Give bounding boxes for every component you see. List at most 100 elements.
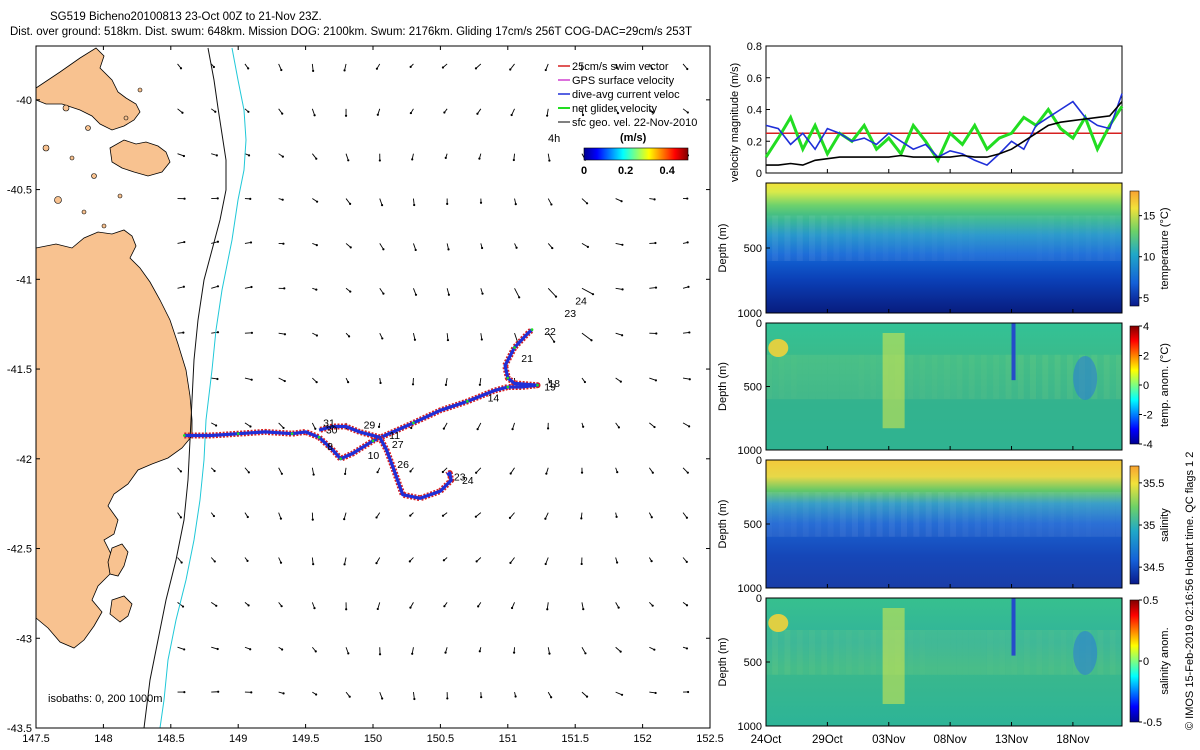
- temperature-texture: [821, 215, 828, 261]
- temperature-texture: [1017, 215, 1024, 261]
- current-arrow-head: [509, 68, 512, 71]
- current-arrow-head: [442, 559, 446, 562]
- temperature-texture: [1085, 215, 1092, 261]
- temp-anom-texture: [784, 354, 791, 400]
- current-arrow: [411, 647, 414, 655]
- current-arrow: [177, 512, 183, 519]
- salinity-colorbar-tick-label: 35.5: [1143, 478, 1164, 490]
- salinity-texture: [1054, 492, 1061, 537]
- temperature-texture: [907, 215, 914, 261]
- salinity-texture: [827, 492, 834, 537]
- salinity-anom-texture: [1005, 630, 1012, 675]
- salinity-anom-texture: [839, 630, 846, 675]
- current-arrow-head: [509, 472, 512, 475]
- temp-anom-texture: [1023, 354, 1030, 400]
- salinity-anom-texture: [833, 630, 840, 675]
- lat-tick-label: -43: [16, 633, 32, 645]
- current-arrow: [278, 153, 284, 158]
- salinity-y-label: Depth (m): [717, 500, 729, 549]
- current-arrow: [547, 243, 554, 250]
- current-arrow: [375, 557, 381, 565]
- current-arrow-head: [446, 202, 449, 205]
- salinity-anom-section-field: [766, 598, 1122, 726]
- current-arrow-shaft: [311, 467, 315, 475]
- salinity-texture: [987, 492, 994, 537]
- current-arrow: [547, 287, 558, 298]
- current-arrow: [211, 422, 218, 427]
- temp-anom-texture: [796, 354, 803, 400]
- track-day-label: 11: [389, 430, 400, 442]
- current-arrow: [278, 467, 283, 475]
- current-arrow-head: [514, 203, 517, 206]
- current-arrow: [278, 287, 286, 290]
- salinity-anom-eddy-anomaly: [1011, 598, 1016, 656]
- temp-anom-texture: [968, 354, 975, 400]
- current-arrow: [244, 691, 253, 694]
- current-arrow-head: [213, 469, 216, 473]
- current-arrow: [683, 197, 689, 200]
- current-arrow: [378, 647, 382, 656]
- current-arrow: [648, 557, 653, 563]
- current-arrow: [177, 108, 184, 114]
- salinity-anom-colorbar-label: salinity anom.: [1159, 627, 1171, 694]
- temperature-texture: [931, 215, 938, 261]
- salinity-texture: [901, 492, 908, 537]
- current-arrow-head: [182, 331, 185, 334]
- salinity-colorbar-tick-label: 34.5: [1143, 562, 1164, 574]
- current-arrow-shaft: [581, 691, 588, 697]
- temp-anom-y-tick-label: 0: [756, 318, 762, 330]
- current-arrow: [312, 243, 318, 247]
- lon-tick-label: 151.5: [561, 733, 589, 745]
- current-arrow: [379, 288, 385, 295]
- current-arrow-head: [444, 651, 447, 654]
- current-arrow: [413, 333, 417, 341]
- current-arrow-head: [413, 338, 417, 341]
- current-arrow-shaft: [510, 557, 515, 564]
- salinity-anom-texture: [851, 630, 858, 675]
- current-arrow-shaft: [345, 198, 351, 205]
- current-arrow-head: [215, 604, 218, 607]
- salinity-anom-texture: [925, 630, 932, 675]
- current-arrow: [514, 198, 517, 206]
- temp-anom-texture: [919, 354, 926, 400]
- current-arrow-shaft: [649, 377, 657, 381]
- temperature-texture: [839, 215, 846, 261]
- current-arrow-head: [312, 563, 315, 566]
- current-arrow-head: [616, 112, 620, 115]
- current-arrow: [312, 198, 319, 203]
- current-arrow-head: [584, 652, 587, 655]
- temp-anom-colorbar: [1129, 325, 1140, 445]
- current-arrow-head: [408, 560, 411, 563]
- current-arrow: [446, 288, 451, 296]
- net-glider-point: [412, 421, 415, 425]
- current-arrow: [244, 512, 249, 519]
- current-arrow-head: [179, 67, 183, 70]
- temp-anom-texture: [821, 354, 828, 400]
- salinity-texture: [993, 492, 1000, 537]
- net-glider-point: [506, 385, 510, 389]
- salinity-texture: [950, 492, 957, 537]
- current-arrow-head: [580, 562, 583, 566]
- current-arrow-head: [283, 333, 287, 336]
- current-arrow-head: [585, 202, 589, 205]
- current-arrow: [409, 512, 414, 517]
- current-arrow-head: [250, 691, 253, 694]
- temp-anom-texture: [1109, 354, 1116, 400]
- current-arrow: [649, 241, 657, 245]
- current-arrow-head: [616, 471, 619, 474]
- current-arrow-head: [686, 241, 689, 244]
- salinity-anom-texture: [1109, 630, 1116, 675]
- current-arrow: [412, 692, 416, 701]
- velocity-line-sfc: [766, 101, 1123, 166]
- current-arrow: [345, 332, 351, 338]
- salinity-texture: [894, 492, 901, 537]
- current-arrow-head: [554, 295, 558, 298]
- current-arrow-head: [550, 696, 553, 699]
- figure-title-line2: Dist. over ground: 518km. Dist. swum: 64…: [10, 26, 692, 38]
- salinity-anom-texture: [1023, 630, 1030, 675]
- current-arrow-head: [381, 337, 384, 340]
- temp-anom-texture: [987, 354, 994, 400]
- current-arrow-head: [653, 198, 656, 201]
- current-arrow-head: [281, 648, 284, 651]
